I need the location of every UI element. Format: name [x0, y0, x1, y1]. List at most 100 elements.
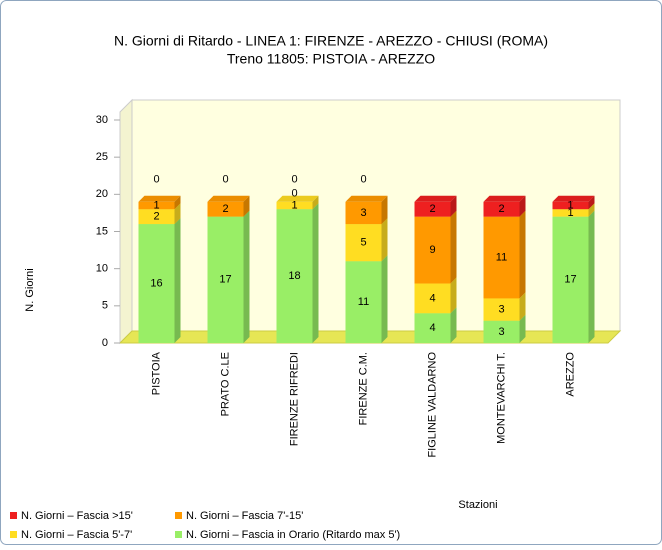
- bar-segment: [207, 216, 244, 343]
- data-label: 2: [153, 211, 159, 223]
- bar-top: [414, 195, 457, 202]
- data-label: 0: [222, 174, 228, 186]
- y-tick-label: 20: [96, 188, 108, 200]
- legend-swatch: [10, 512, 17, 519]
- y-tick-label: 25: [96, 151, 108, 163]
- bar-segment: [552, 201, 589, 210]
- bar-side: [174, 218, 181, 343]
- bar-top: [276, 195, 319, 202]
- data-label: 0: [291, 188, 297, 200]
- bar-side: [381, 255, 388, 343]
- bar-segment: [138, 209, 175, 225]
- bar-segment: [138, 201, 175, 210]
- bar-side: [588, 210, 595, 343]
- data-label: 0: [291, 174, 297, 186]
- side-wall: [119, 98, 133, 345]
- chart-subtitle: Treno 11805: PISTOIA - AREZZO: [227, 51, 435, 67]
- y-tick-label: 10: [96, 263, 108, 275]
- chart-title: N. Giorni di Ritardo - LINEA 1: FIRENZE …: [114, 33, 548, 49]
- bar-top: [138, 195, 181, 202]
- bar-segment: [345, 224, 382, 262]
- bar-side: [312, 203, 319, 343]
- x-tick-label: FIRENZE C.M.: [357, 352, 369, 425]
- bar-side: [381, 218, 388, 262]
- bar-side: [174, 203, 181, 225]
- bar-side: [243, 195, 250, 217]
- bar-side: [519, 314, 526, 343]
- y-axis-label: N. Giorni: [24, 268, 36, 311]
- x-tick-label: PRATO C.LE: [219, 352, 231, 416]
- data-label: 2: [498, 203, 504, 215]
- data-label: 1: [567, 207, 573, 219]
- legend-swatch: [10, 531, 17, 538]
- bar-segment: [345, 201, 382, 225]
- bar-segment: [345, 261, 382, 343]
- data-label: 3: [498, 326, 504, 338]
- bar-side: [519, 210, 526, 299]
- legend-label: N. Giorni – Fascia 7'-15': [186, 510, 303, 522]
- bar-segment: [414, 216, 451, 284]
- data-label: 1: [153, 199, 159, 211]
- data-label: 1: [567, 199, 573, 211]
- bar-top: [207, 195, 250, 202]
- data-label: 1: [291, 199, 297, 211]
- y-tick-label: 0: [102, 337, 108, 349]
- bar-segment: [414, 283, 451, 314]
- bar-side: [450, 210, 457, 284]
- data-label: 17: [564, 274, 576, 286]
- bar-top: [483, 195, 526, 202]
- bar-segment: [276, 201, 313, 210]
- data-label: 11: [496, 251, 507, 263]
- bar-segment: [483, 201, 520, 217]
- legend-swatch: [175, 531, 182, 538]
- bar-segment: [483, 216, 520, 299]
- data-label: 0: [360, 174, 366, 186]
- bar-segment: [138, 224, 175, 343]
- x-tick-label: FIRENZE RIFREDI: [288, 352, 300, 446]
- bar-side: [588, 195, 595, 210]
- y-tick-label: 15: [96, 225, 108, 237]
- bar-segment: [483, 298, 520, 321]
- bar-top: [552, 195, 595, 202]
- bar-top: [345, 195, 388, 202]
- bar-side: [519, 292, 526, 321]
- data-label: 0: [153, 174, 159, 186]
- bar-side: [588, 203, 595, 217]
- bar-side: [519, 195, 526, 217]
- data-label: 5: [360, 237, 366, 249]
- bar-segment: [207, 201, 244, 217]
- x-tick-label: PISTOIA: [150, 351, 162, 395]
- bar-side: [312, 195, 319, 210]
- bar-segment: [276, 209, 313, 343]
- bar-side: [381, 195, 388, 225]
- bar-side: [450, 307, 457, 343]
- y-tick-label: 30: [96, 114, 108, 126]
- x-tick-label: MONTEVARCHI T.: [495, 352, 507, 444]
- data-label: 16: [150, 277, 162, 289]
- data-label: 18: [288, 270, 300, 282]
- x-tick-label: FIGLINE VALDARNO: [426, 352, 438, 458]
- x-axis-label: Stazioni: [458, 499, 497, 511]
- data-label: 2: [222, 203, 228, 215]
- data-label: 9: [429, 244, 435, 256]
- data-label: 11: [358, 296, 369, 308]
- bar-side: [450, 195, 457, 217]
- data-label: 17: [219, 274, 231, 286]
- data-label: 4: [429, 322, 435, 334]
- bar-side: [243, 210, 250, 343]
- legend-label: N. Giorni – Fascia >15': [21, 510, 133, 522]
- bar-segment: [552, 209, 589, 217]
- bar-side: [450, 277, 457, 314]
- bar-segment: [483, 320, 520, 343]
- bar-segment: [552, 216, 589, 343]
- legend-label: N. Giorni – Fascia in Orario (Ritardo ma…: [186, 529, 400, 541]
- y-tick-label: 5: [102, 300, 108, 312]
- data-label: 3: [360, 207, 366, 219]
- legend-swatch: [175, 512, 182, 519]
- bar-side: [174, 195, 181, 210]
- bar-segment: [414, 313, 451, 343]
- legend-label: N. Giorni – Fascia 5'-7': [21, 529, 132, 541]
- data-label: 3: [498, 303, 504, 315]
- bar-segment: [414, 201, 451, 217]
